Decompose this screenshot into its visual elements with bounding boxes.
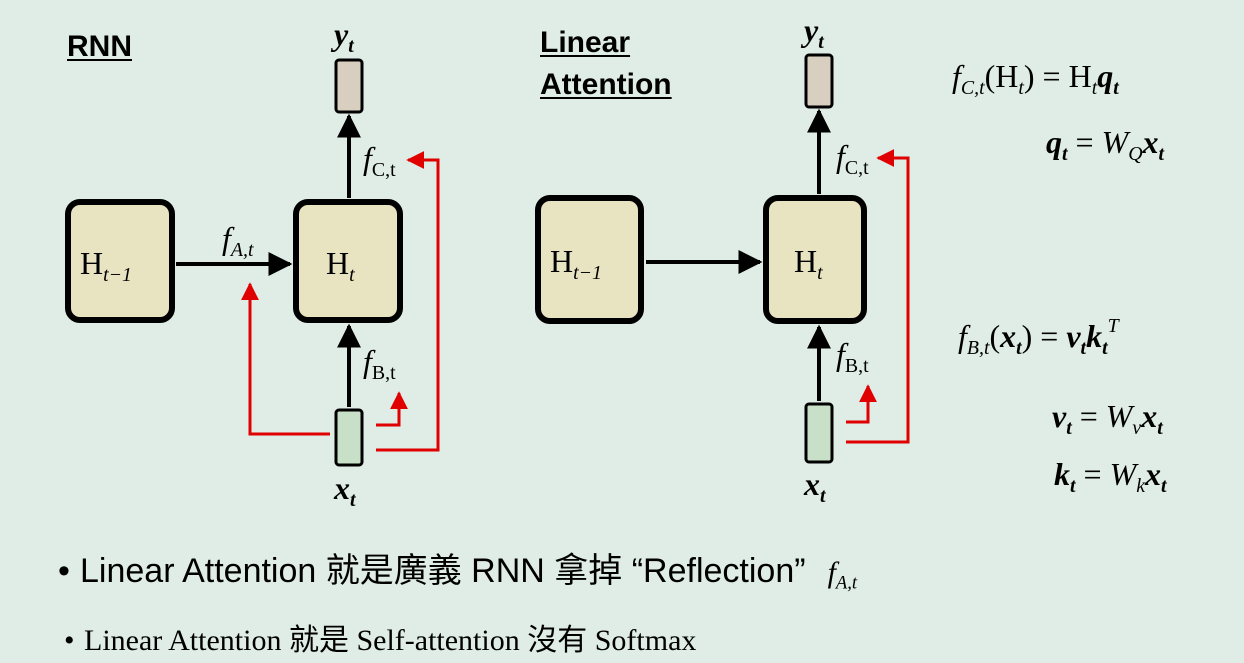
bullet-1: • Linear Attention 就是廣義 RNN 拿掉 “Reflectio…: [58, 543, 857, 595]
linear-output-box: [804, 53, 834, 109]
rnn-fb-label: fB,t: [363, 343, 396, 384]
rnn-state-prev-box: [65, 199, 175, 323]
bullet-2-text: Linear Attention 就是 Self-attention 沒有 So…: [84, 624, 697, 657]
linear-state-curr-label: Ht: [794, 243, 823, 284]
rnn-diagram: [65, 58, 440, 467]
rnn-input-box: [334, 408, 364, 467]
linear-output-label: yt: [804, 12, 824, 53]
rnn-fa-label: fA,t: [222, 220, 254, 261]
linear-input-label: xt: [804, 466, 826, 507]
rnn-state-curr-label: Ht: [326, 245, 355, 286]
linear-input-box: [804, 402, 834, 464]
rnn-heading: RNN: [67, 30, 132, 63]
rnn-output-box: [334, 58, 364, 114]
rnn-feedback-arrow-c: [376, 151, 440, 452]
linear-heading-line1: Linear: [540, 26, 631, 59]
linear-state-curr-box: [763, 195, 867, 324]
rnn-input-label: xt: [334, 470, 356, 511]
rnn-fc-label: fC,t: [363, 140, 396, 181]
rnn-feedback-arrow-b: [376, 391, 408, 427]
bullet-1-text: Linear Attention 就是廣義 RNN 拿掉 “Reflection…: [80, 552, 806, 590]
rnn-state-prev-label: Ht−1: [80, 245, 132, 286]
equation-k: kt = Wkxt: [1054, 456, 1167, 497]
bullet-dot: •: [58, 552, 70, 590]
bullet-1-math: fA,t: [827, 556, 858, 594]
linear-feedback-arrow-c: [846, 149, 910, 444]
equation-fc: fC,t(Ht) = Htqt: [952, 58, 1119, 99]
equation-q: qt = WQxt: [1046, 124, 1165, 165]
equation-v: vt = Wvxt: [1052, 398, 1163, 439]
linear-diagram: [535, 53, 910, 464]
linear-fb-label: fB,t: [836, 336, 869, 377]
linear-feedback-arrow-b: [846, 384, 877, 424]
linear-heading-line2: Attention: [540, 68, 672, 101]
linear-heading: Linear Attention: [540, 22, 672, 106]
linear-state-prev-label: Ht−1: [550, 243, 602, 284]
bullet-2: • Linear Attention 就是 Self-attention 沒有 S…: [64, 615, 696, 659]
linear-state-prev-box: [535, 195, 644, 324]
rnn-output-label: yt: [334, 16, 354, 57]
equation-fb: fB,t(xt) = vtktT: [958, 315, 1119, 359]
rnn-feedback-arrow-a: [241, 282, 330, 436]
rnn-state-curr-box: [293, 199, 403, 323]
bullet-dot: •: [64, 624, 75, 657]
linear-fc-label: fC,t: [836, 138, 869, 179]
